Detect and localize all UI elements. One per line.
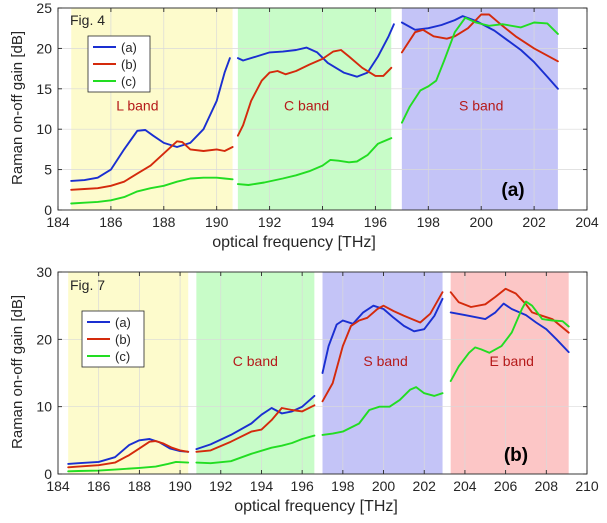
x-tick-label: 188 — [128, 478, 152, 494]
x-tick-label: 196 — [364, 214, 388, 230]
series-a-line — [67, 438, 190, 465]
band-label: S band — [363, 353, 407, 369]
x-tick-label: 190 — [168, 478, 192, 494]
x-tick-label: 198 — [331, 478, 355, 494]
series-b-line — [236, 49, 393, 137]
legend-entry: (c) — [121, 74, 136, 89]
y-axis-label: Raman on-off gain [dB] — [9, 295, 26, 449]
panel-label: (b) — [504, 445, 528, 466]
legend-entry: (c) — [115, 349, 130, 364]
x-tick-label: 192 — [209, 478, 233, 494]
series-c-line — [321, 386, 444, 436]
x-tick-label: 210 — [575, 478, 599, 494]
y-tick-label: 15 — [36, 81, 52, 97]
x-tick-label: 196 — [290, 478, 314, 494]
legend: (a) (b) (c) — [81, 310, 145, 368]
series-c-line — [449, 300, 570, 383]
band-label: S band — [459, 97, 503, 113]
series-b-line — [400, 13, 559, 63]
y-tick-label: 25 — [36, 0, 52, 16]
series-a-line — [236, 23, 395, 78]
band-label: C band — [284, 97, 329, 113]
x-tick-label: 184 — [46, 214, 70, 230]
band-label: L band — [116, 97, 158, 113]
axes-frame — [57, 271, 588, 475]
x-tick-label: 186 — [87, 478, 111, 494]
x-axis-label: optical frequency [THz] — [234, 498, 398, 515]
x-tick-label: 202 — [413, 478, 437, 494]
series-c-line — [400, 16, 559, 124]
x-tick-label: 188 — [152, 214, 176, 230]
band-e-band — [450, 272, 569, 474]
series-b-line — [449, 287, 570, 334]
series-b-line — [70, 140, 234, 191]
x-tick-label: 204 — [453, 478, 477, 494]
band-l-band — [68, 272, 189, 474]
band-s-band — [401, 8, 558, 210]
x-tick-label: 206 — [494, 478, 518, 494]
x-tick-label: 192 — [258, 214, 282, 230]
y-tick-label: 10 — [36, 121, 52, 137]
series-b-line — [67, 440, 190, 469]
series-b-line — [195, 404, 316, 453]
series-c-line — [236, 137, 393, 186]
band-c-band — [237, 8, 392, 210]
panel-label: (a) — [501, 180, 524, 201]
series-a-line — [321, 297, 444, 374]
x-tick-label: 208 — [535, 478, 559, 494]
x-axis-label: optical frequency [THz] — [212, 234, 376, 251]
band-c-band — [196, 272, 315, 474]
y-tick-label: 30 — [36, 264, 52, 280]
x-tick-label: 198 — [417, 214, 441, 230]
figure-label: Fig. 4 — [70, 12, 105, 28]
y-tick-label: 10 — [36, 399, 52, 415]
y-tick-label: 5 — [44, 162, 52, 178]
band-label: C band — [233, 353, 278, 369]
series-a-line — [449, 302, 570, 354]
y-tick-label: 0 — [44, 202, 52, 218]
x-tick-label: 190 — [205, 214, 229, 230]
x-tick-label: 200 — [372, 478, 396, 494]
legend: (a) (b) (c) — [87, 35, 151, 93]
legend-entry: (b) — [115, 332, 131, 347]
x-tick-label: 184 — [46, 478, 70, 494]
series-b-line — [321, 291, 444, 403]
x-tick-label: 204 — [575, 214, 599, 230]
figure-label: Fig. 7 — [70, 277, 105, 293]
series-c-line — [67, 460, 190, 473]
legend-entry: (a) — [115, 315, 131, 330]
x-tick-label: 194 — [311, 214, 335, 230]
x-tick-label: 194 — [250, 478, 274, 494]
legend-entry: (b) — [121, 57, 137, 72]
x-tick-label: 186 — [99, 214, 123, 230]
y-tick-label: 0 — [44, 466, 52, 482]
y-axis-label: Raman on-off gain [dB] — [9, 31, 26, 185]
series-a-line — [195, 394, 316, 451]
series-c-line — [70, 176, 234, 205]
series-a-line — [70, 57, 231, 182]
x-tick-label: 202 — [522, 214, 546, 230]
x-tick-label: 200 — [470, 214, 494, 230]
y-tick-label: 20 — [36, 331, 52, 347]
series-c-line — [195, 434, 316, 465]
y-tick-label: 20 — [36, 40, 52, 56]
chart-a: L band C band S band 184 186 188 190 192 194 196 1… — [9, 0, 599, 251]
legend-entry: (a) — [121, 40, 137, 55]
band-label: E band — [490, 353, 534, 369]
